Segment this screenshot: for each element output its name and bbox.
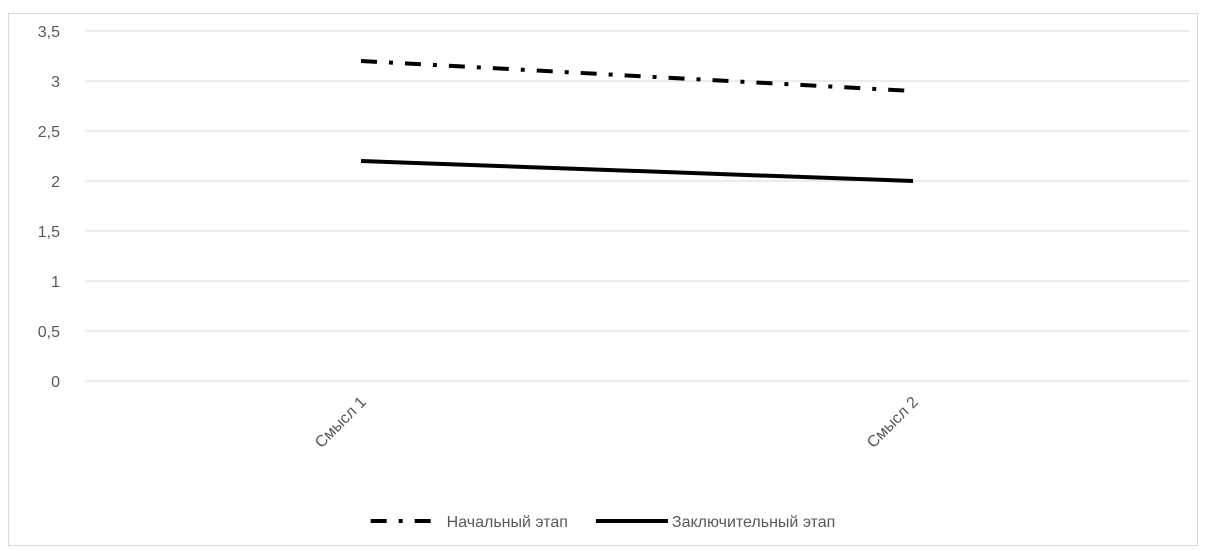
y-tick-label: 3,5 — [38, 24, 60, 41]
x-tick-label: Смысл 2 — [864, 394, 922, 452]
legend-label: Начальный этап — [447, 514, 568, 531]
legend-label: Заключительный этап — [672, 514, 835, 531]
gridlines — [85, 31, 1189, 381]
y-tick-label: 0,5 — [38, 324, 60, 341]
legend: Начальный этап Заключительный этап — [371, 514, 836, 531]
y-tick-label: 2 — [51, 174, 60, 191]
y-tick-label: 0 — [51, 374, 60, 391]
y-tick-label: 2,5 — [38, 124, 60, 141]
y-axis-tick-labels: 0 0,5 1 1,5 2 2,5 3 3,5 — [38, 24, 60, 391]
series-line-1 — [361, 61, 913, 91]
series-lines — [361, 61, 913, 181]
y-tick-label: 1 — [51, 274, 60, 291]
y-tick-label: 3 — [51, 74, 60, 91]
y-tick-label: 1,5 — [38, 224, 60, 241]
x-axis-tick-labels: Смысл 1 Смысл 2 — [312, 394, 922, 452]
series-line-2 — [361, 161, 913, 181]
x-tick-label: Смысл 1 — [312, 394, 370, 452]
